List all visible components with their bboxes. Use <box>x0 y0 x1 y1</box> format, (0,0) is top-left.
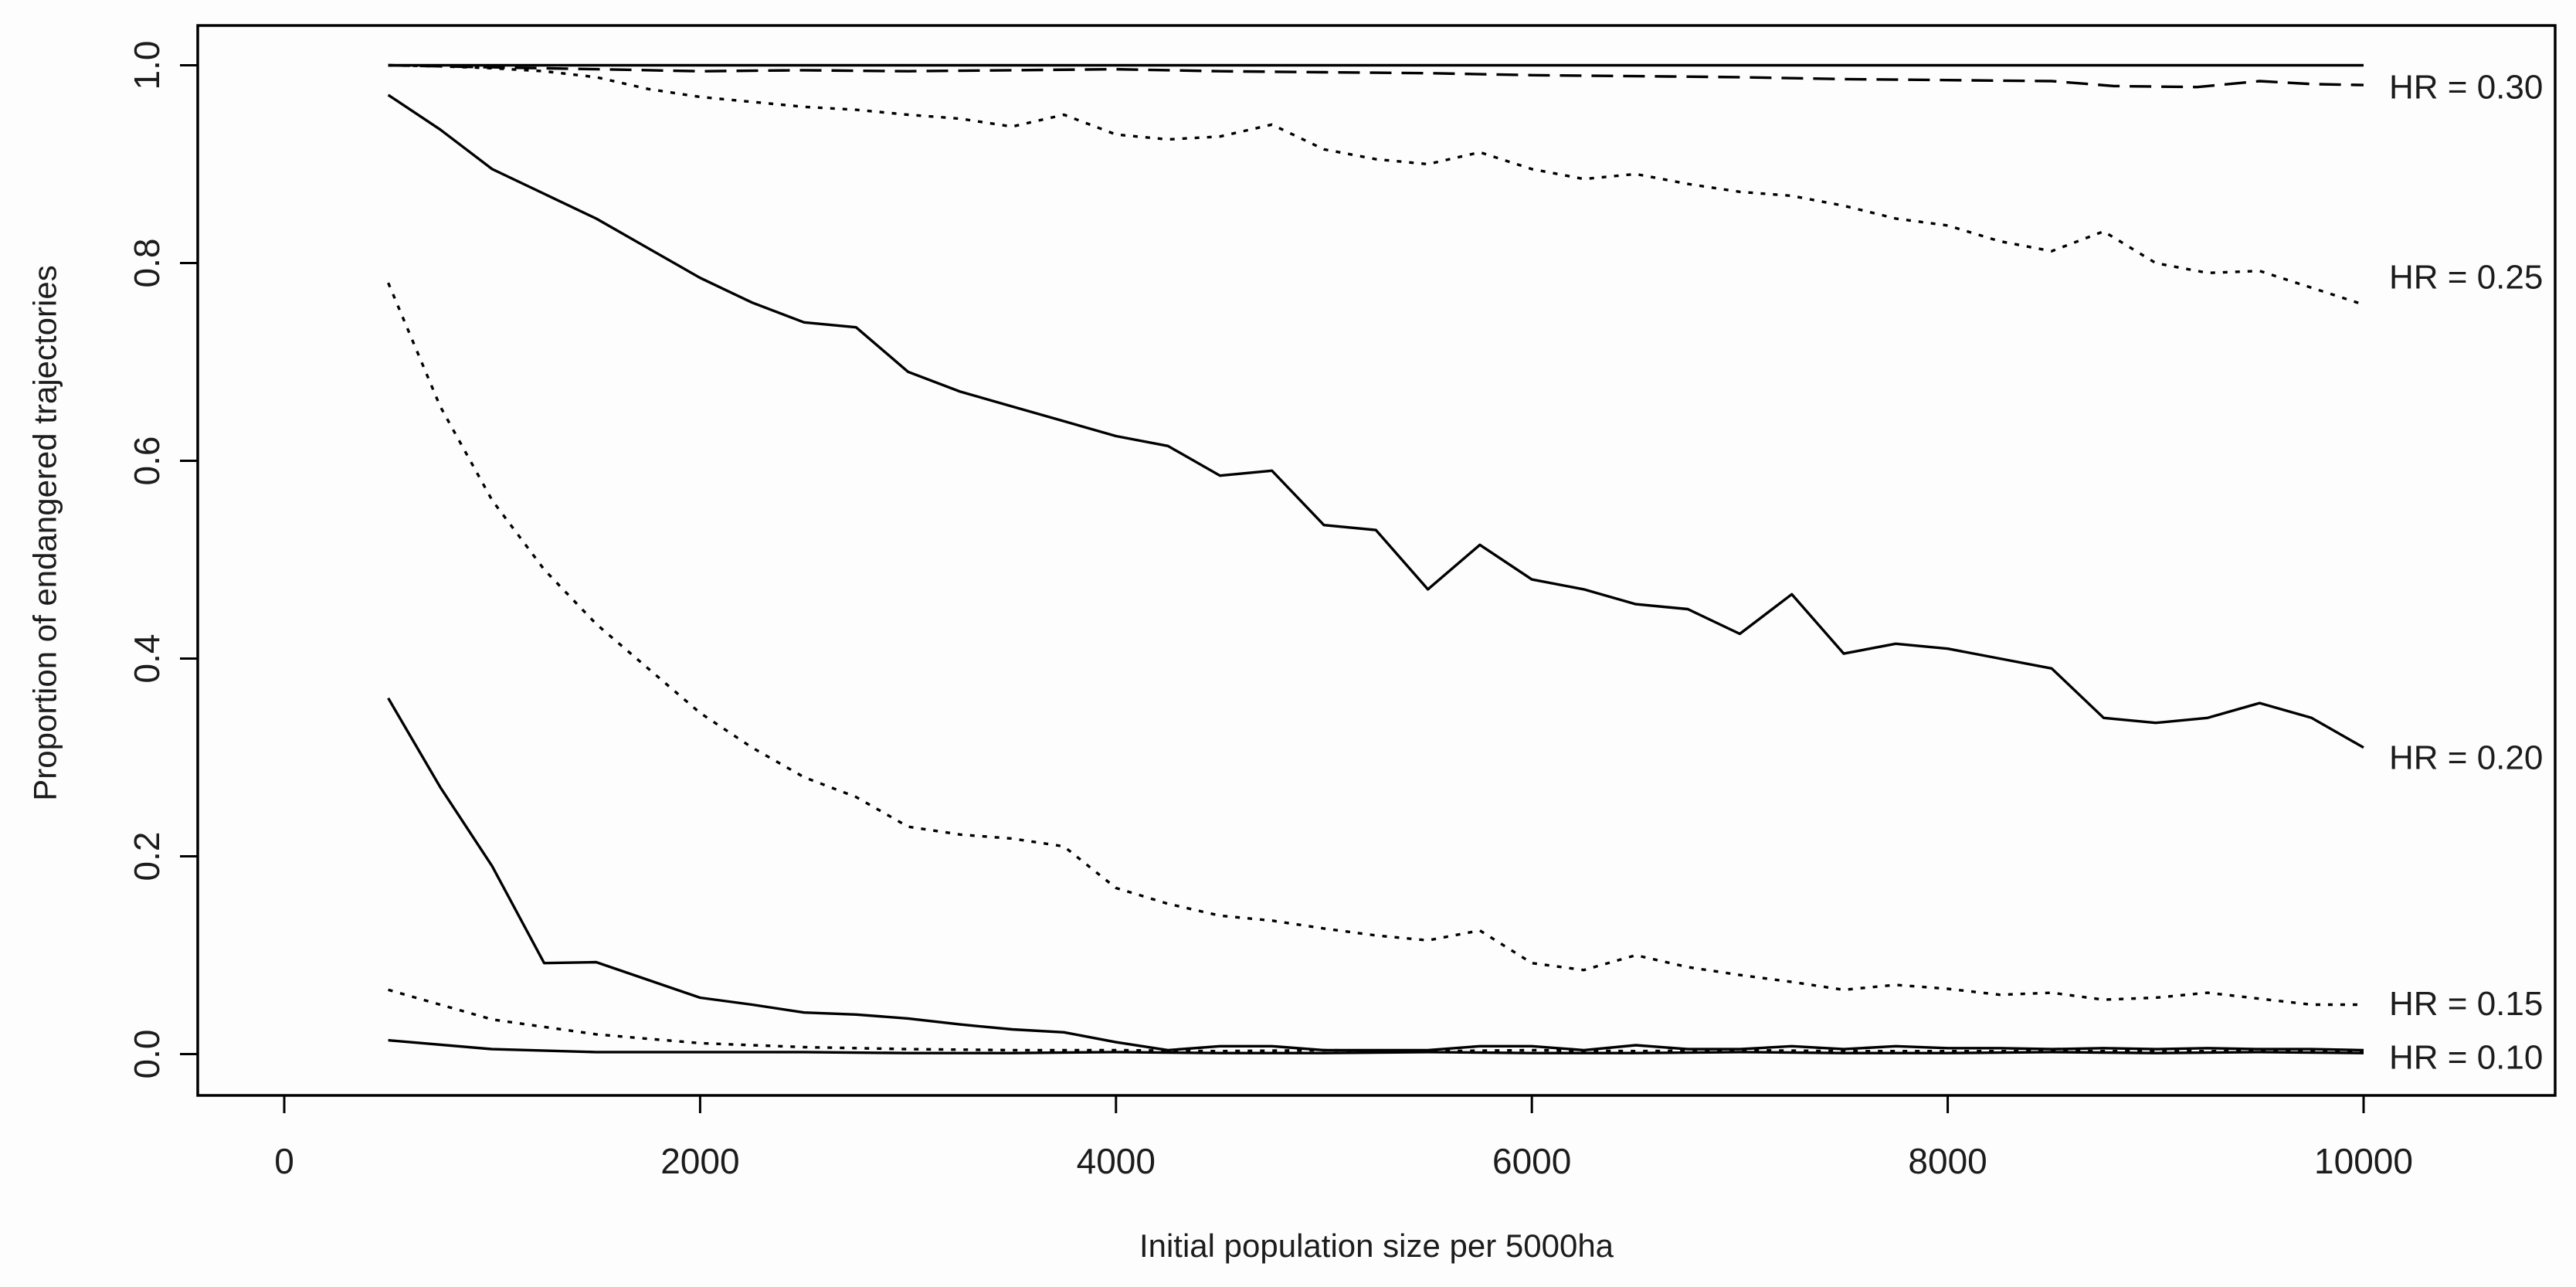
x-tick-label: 8000 <box>1908 1141 1987 1181</box>
series-line-hr-0.20-solid <box>387 93 2364 749</box>
x-tick-label: 0 <box>274 1141 294 1181</box>
plot-border <box>196 24 2557 1097</box>
series-line-unlabeled-dotted-low <box>388 988 2364 1053</box>
hr-line-label: HR = 0.25 <box>2389 258 2543 296</box>
x-tick-label: 10000 <box>2314 1141 2413 1181</box>
series-line-hr-0.25-dotted <box>388 63 2364 306</box>
x-tick-label: 4000 <box>1077 1141 1156 1181</box>
y-tick-label: 0.6 <box>127 436 167 486</box>
y-tick-label: 0.8 <box>127 239 167 288</box>
series-line-unlabeled-solid-steep <box>387 697 2364 1052</box>
series-line-hr-0.15-dotted <box>387 282 2364 1007</box>
hr-line-label: HR = 0.20 <box>2389 739 2543 777</box>
y-tick-label: 1.0 <box>127 41 167 90</box>
y-axis-title: Proportion of endangered trajectories <box>27 265 63 800</box>
hr-line-label: HR = 0.15 <box>2389 985 2543 1023</box>
hr-line-label: HR = 0.10 <box>2389 1038 2543 1076</box>
chart-content-layer: 0 2000 4000 6000 8000 10000 0.0 0.2 0.4 0.6 0.8 1.0… <box>127 41 2543 1181</box>
y-tick-label: 0.2 <box>127 832 167 881</box>
x-axis-title: Initial population size per 5000ha <box>1139 1228 1614 1264</box>
y-tick-label: 0.4 <box>127 634 167 684</box>
x-tick-label: 2000 <box>660 1141 739 1181</box>
x-tick-label: 6000 <box>1492 1141 1571 1181</box>
series-line-hr-0.30-dashed <box>388 63 2364 89</box>
hr-line-label: HR = 0.30 <box>2389 69 2543 107</box>
series-line-hr-0.10-solid <box>388 1038 2364 1054</box>
y-tick-label: 0.0 <box>127 1030 167 1079</box>
